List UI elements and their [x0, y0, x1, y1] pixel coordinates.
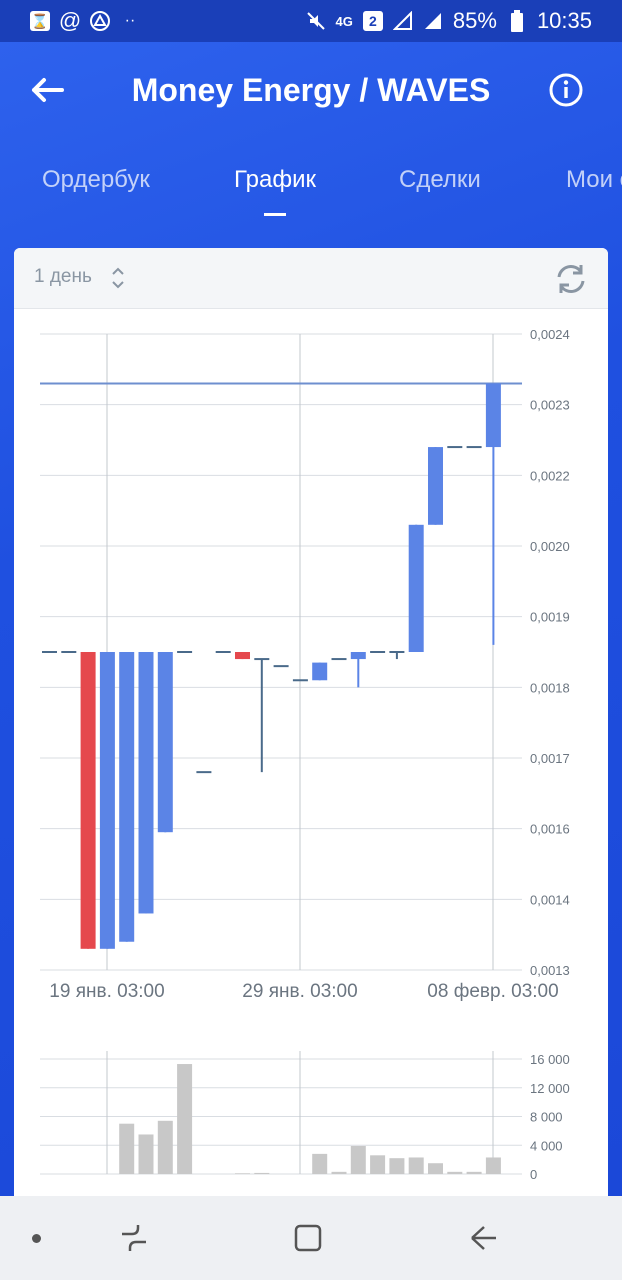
y-tick-label: 0,0020	[530, 539, 570, 554]
candle-body	[138, 652, 154, 914]
tab-chart[interactable]: График	[234, 166, 316, 193]
candle-body	[312, 662, 328, 681]
volume-tick-label: 8 000	[530, 1110, 563, 1125]
info-button[interactable]	[548, 72, 584, 108]
arrow-left-icon	[32, 78, 64, 102]
clock: 10:35	[536, 8, 592, 33]
nav-dot	[32, 1234, 41, 1243]
volume-bar	[119, 1123, 135, 1174]
volume-bar	[389, 1158, 405, 1174]
candle-body	[99, 652, 115, 949]
system-nav-bar	[0, 1196, 622, 1280]
volume-bar	[485, 1157, 501, 1174]
volume-bar	[177, 1064, 193, 1174]
candle-doji	[370, 651, 386, 653]
y-tick-label: 0,0022	[530, 468, 570, 483]
volume-bar	[331, 1171, 347, 1174]
tab-trades[interactable]: Сделки	[399, 166, 481, 193]
tab-orderbook[interactable]: Ордербук	[42, 166, 150, 193]
volume-bar	[428, 1163, 443, 1174]
candles	[42, 383, 501, 949]
back-button[interactable]	[28, 70, 68, 110]
volume-bar	[235, 1173, 250, 1174]
refresh-icon[interactable]	[554, 262, 588, 296]
volume-tick-label: 12 000	[530, 1081, 570, 1096]
y-tick-label: 0,0014	[530, 892, 570, 907]
candle-doji	[42, 651, 57, 653]
chart-card: 1 день 0,0024 0,0023 0,0022 0,0020 0,0019 0,0…	[14, 248, 608, 1208]
more-dots-icon: ··	[124, 12, 136, 29]
candle-doji	[447, 446, 463, 449]
sim-badge: 2	[362, 11, 383, 31]
volume-bar	[408, 1157, 424, 1174]
volume-bar	[138, 1134, 154, 1174]
y-tick-label: 0,0024	[530, 327, 570, 342]
signal-2-icon	[423, 11, 443, 31]
active-tab-indicator	[264, 213, 286, 216]
volume-bar	[466, 1171, 482, 1174]
x-tick-label: 08 февр. 03:00	[427, 981, 558, 1002]
y-tick-label: 0,0017	[530, 751, 570, 766]
x-tick-label: 19 янв. 03:00	[49, 981, 164, 1002]
candle-doji	[215, 651, 231, 653]
x-tick-label: 29 янв. 03:00	[242, 981, 357, 1002]
candle-body	[119, 652, 135, 942]
app-header: Money Energy / WAVES	[0, 42, 622, 142]
interval-selector[interactable]: 1 день	[34, 266, 92, 287]
candle-doji	[254, 658, 270, 661]
volume-bar	[157, 1120, 173, 1174]
chevron-up-down-icon[interactable]	[110, 264, 126, 292]
battery-icon	[507, 10, 527, 32]
candle-doji	[466, 446, 482, 449]
volume-bar	[350, 1145, 366, 1174]
volume-bar	[447, 1171, 463, 1174]
candle-doji	[331, 658, 347, 661]
candle-body	[408, 524, 424, 652]
calendar-icon: ⌛	[30, 11, 50, 31]
candle-doji	[196, 771, 212, 774]
candle-body	[350, 652, 366, 660]
signal-icon	[392, 11, 413, 31]
volume-bar	[254, 1172, 270, 1174]
network-type: 4G	[335, 13, 353, 29]
candle-body	[428, 447, 443, 525]
volume-bar	[370, 1155, 386, 1174]
candle-body	[485, 383, 501, 448]
volume-tick-label: 4 000	[530, 1138, 563, 1153]
status-bar: ⌛ @ ·· 4G 2 85% 10:35	[0, 0, 622, 42]
candle-body	[80, 652, 96, 949]
tab-bar: Ордербук График Сделки Мои с	[0, 160, 622, 220]
candle-body	[157, 652, 173, 833]
candle-doji	[177, 651, 193, 653]
y-tick-label: 0,0019	[530, 610, 570, 625]
x-axis-labels: 19 янв. 03:00 29 янв. 03:00 08 февр. 03:00	[49, 981, 558, 1002]
y-tick-label: 0,0016	[530, 822, 570, 837]
y-tick-label: 0,0023	[530, 398, 570, 413]
candle-doji	[292, 679, 308, 682]
info-icon	[549, 73, 583, 107]
volume-bars	[40, 1051, 522, 1175]
y-axis-labels: 0,0024 0,0023 0,0022 0,0020 0,0019 0,0018 0,00…	[530, 327, 570, 978]
volume-tick-label: 0	[530, 1167, 537, 1182]
nav-back-icon[interactable]	[466, 1222, 500, 1254]
mute-icon	[306, 11, 326, 31]
tab-my-orders[interactable]: Мои с	[566, 166, 622, 193]
y-tick-label: 0,0018	[530, 680, 570, 695]
candle-doji	[273, 665, 289, 668]
delta-icon	[90, 11, 110, 31]
recent-apps-icon[interactable]	[118, 1222, 150, 1254]
y-tick-label: 0,0013	[530, 963, 570, 978]
home-icon[interactable]	[292, 1222, 324, 1254]
page-title: Money Energy / WAVES	[131, 72, 491, 108]
candle-doji	[389, 651, 405, 653]
price-chart[interactable]: 0,0024 0,0023 0,0022 0,0020 0,0019 0,0018 0,00…	[14, 248, 608, 1208]
battery-percent: 85%	[452, 8, 497, 33]
candle-body	[235, 652, 250, 660]
volume-axis-labels: 16 000 12 000 8 000 4 000 0	[530, 1052, 570, 1182]
chart-toolbar: 1 день	[14, 248, 608, 309]
candle-doji	[61, 651, 77, 653]
at-icon: @	[58, 8, 82, 33]
volume-tick-label: 16 000	[530, 1052, 570, 1067]
volume-bar	[312, 1153, 328, 1174]
